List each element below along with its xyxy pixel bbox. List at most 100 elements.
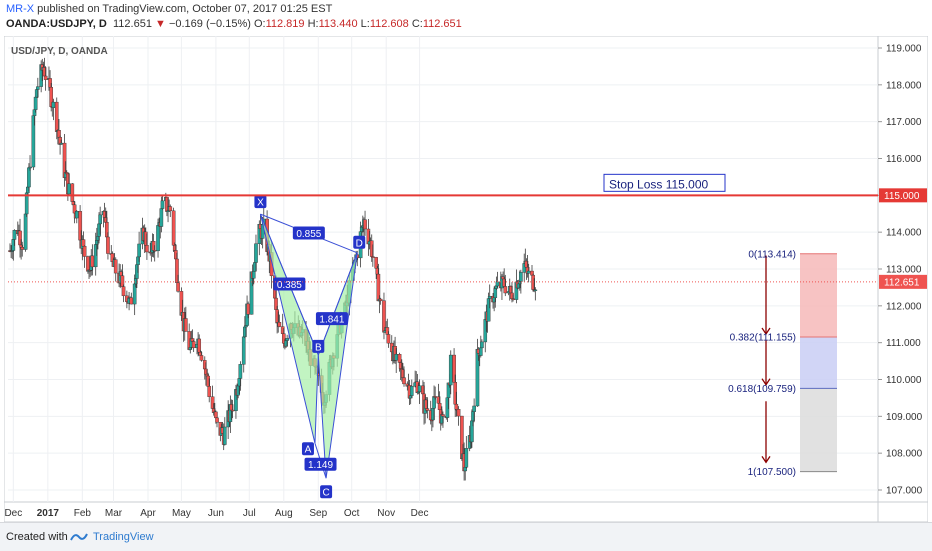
price-tick-label: 110.000 [886, 375, 922, 386]
low-value: 112.608 [369, 18, 409, 30]
candle-body [533, 289, 538, 292]
pattern-point-label: B [315, 342, 322, 353]
candle-body [397, 354, 402, 363]
time-tick-label: Sep [309, 508, 327, 519]
open-value: 112.819 [265, 18, 305, 30]
publish-header: MR-X published on TradingView.com, Octob… [0, 0, 932, 34]
time-tick-label: Apr [140, 508, 156, 519]
candle-body [82, 245, 87, 257]
low-label: L: [360, 18, 370, 30]
time-tick-label: May [172, 508, 191, 519]
candle-body [437, 403, 442, 410]
candle-body [98, 214, 102, 225]
candle-body [503, 286, 508, 294]
candle-body [113, 259, 118, 274]
candle-body [214, 411, 218, 419]
candle-body [67, 183, 71, 195]
price-tick-label: 117.000 [886, 117, 922, 128]
pattern-ratio-badge [304, 457, 337, 471]
candle-body [20, 247, 25, 250]
close-label: C: [411, 18, 423, 30]
pattern-point-badge [312, 339, 325, 353]
candle-body [223, 426, 227, 445]
candle-body [386, 334, 391, 344]
stop-loss-box [603, 173, 726, 192]
candle-body [28, 166, 32, 169]
candle-body [160, 200, 165, 209]
pattern-point-label: X [257, 198, 264, 209]
candle-body [23, 213, 28, 250]
price-tag-label: 115.000 [884, 191, 920, 202]
pattern-point-label: D [356, 238, 363, 249]
candle-body [246, 303, 250, 315]
time-tick-label: Nov [377, 508, 395, 519]
time-tick-label: Dec [411, 508, 429, 519]
candle-body [33, 96, 38, 110]
candle-body [511, 298, 515, 301]
candle-body [168, 206, 173, 212]
fib-arrow-head [761, 378, 771, 386]
price-tick-label: 113.000 [886, 265, 922, 276]
time-tick-label: 2017 [37, 508, 60, 519]
pattern-point-badge [254, 195, 267, 209]
created-with-text: Created with [6, 531, 68, 543]
candle-body [121, 286, 126, 297]
candle-body [478, 347, 483, 356]
candle-body [54, 101, 59, 132]
chart-area[interactable]: X A B C D 0.855 0.385 1.149 1.841 0(113.414) 0.38… [3, 35, 929, 523]
fib-zone [800, 336, 837, 389]
author-link[interactable]: MR-X [6, 3, 35, 15]
candle-body [526, 270, 531, 274]
candle-body [495, 281, 500, 287]
candle-body [285, 338, 289, 341]
candle-body [70, 183, 75, 202]
footer-bar: Created with TradingView [0, 522, 932, 551]
candle-body [207, 386, 212, 397]
time-tick-label: Jun [208, 508, 224, 519]
candle-body [251, 270, 256, 279]
time-tick-label: Aug [275, 508, 293, 519]
last-price: 112.651 [112, 18, 152, 30]
open-label: O: [253, 18, 266, 30]
pattern-point-badge [353, 235, 366, 249]
candle-body [487, 295, 492, 299]
fib-level-label: 0(113.414) [748, 249, 796, 260]
candle-body [51, 101, 56, 108]
tradingview-brand-link[interactable]: TradingView [93, 531, 154, 543]
price-tick-label: 119.000 [886, 44, 922, 55]
candle-body [184, 318, 188, 332]
candle-body [152, 250, 157, 252]
time-tick-label: Oct [344, 508, 360, 519]
pattern-ratio-badge [315, 312, 348, 326]
fib-zone [800, 253, 837, 337]
candle-body [448, 354, 453, 386]
candle-body [409, 385, 414, 396]
close-value: 112.651 [422, 18, 462, 30]
candle-body [191, 341, 196, 349]
candle-body [238, 364, 243, 379]
candle-body [74, 211, 79, 219]
candle-body [129, 297, 134, 305]
time-tick-label: Dec [4, 508, 22, 519]
pattern-point-label: C [322, 488, 329, 499]
price-tag-label: 112.651 [884, 277, 920, 288]
candle-body [106, 236, 110, 254]
ohlc-line: OANDA:USDJPY, D 112.651 ▼ −0.169 (−0.15%… [6, 18, 462, 30]
time-tick-label: Mar [105, 508, 123, 519]
down-triangle-icon: ▼ [155, 18, 166, 30]
candle-body [277, 322, 282, 327]
candle-body [171, 210, 176, 246]
price-tag [879, 274, 927, 289]
candle-body [472, 405, 476, 412]
candle-body [254, 243, 258, 263]
price-tick-label: 108.000 [886, 449, 923, 460]
candle-body [456, 409, 461, 417]
price-chart[interactable]: X A B C D 0.855 0.385 1.149 1.841 0(113.414) 0.38… [3, 35, 929, 523]
candle-body [159, 208, 164, 227]
price-tick-label: 116.000 [886, 154, 922, 165]
fib-arrow-head [761, 327, 771, 336]
candle-body [371, 256, 375, 258]
candle-body [417, 385, 422, 392]
fib-level-label: 0.382(111.155) [730, 332, 796, 343]
fib-level-label: 0.618(109.759) [728, 384, 796, 395]
